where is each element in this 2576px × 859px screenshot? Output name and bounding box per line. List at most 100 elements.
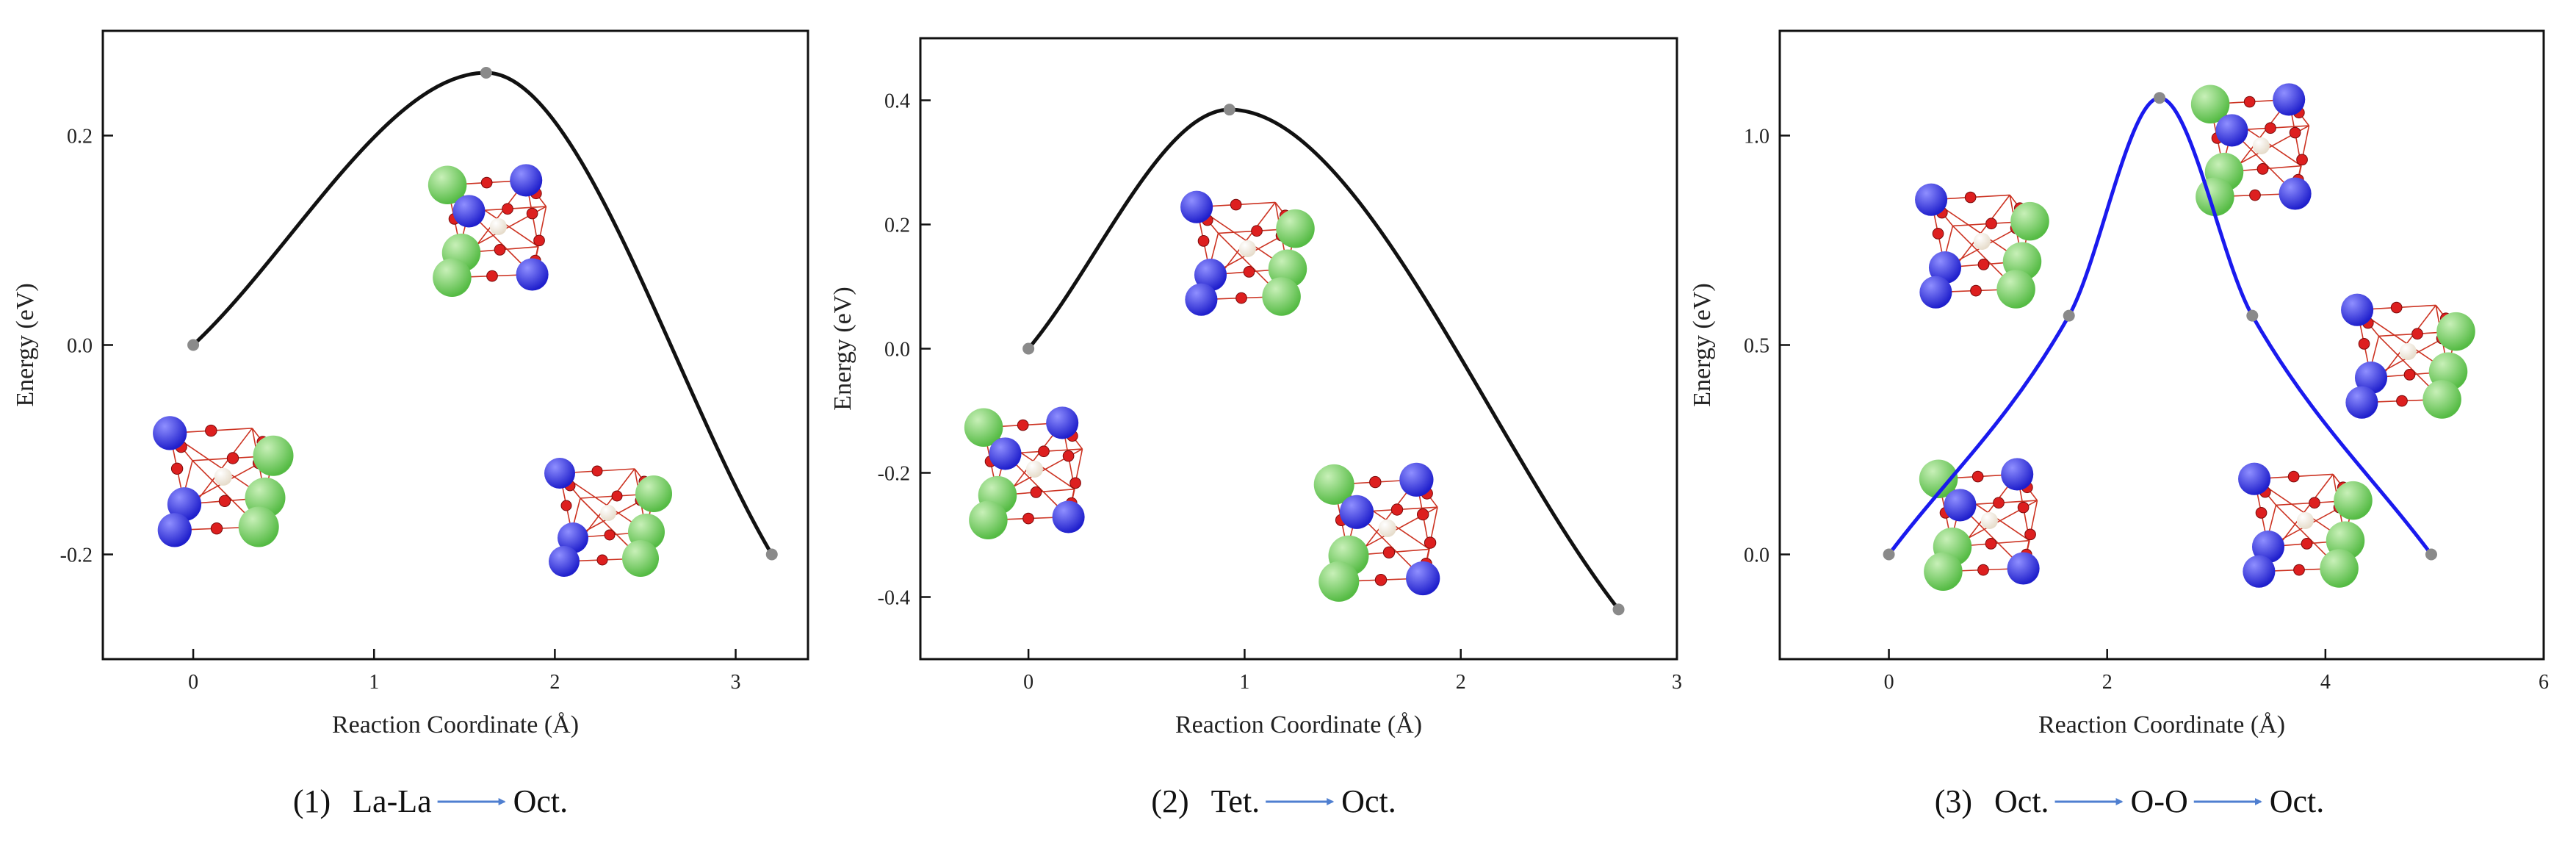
metal-atom [2007,552,2040,585]
metal-atom [2243,555,2276,588]
metal-atom [558,522,588,553]
oxygen-atom [1017,419,1029,431]
oxygen-atom [611,490,623,502]
x-tick-label: 1 [369,671,379,694]
data-point [480,67,492,79]
oxygen-atom [596,554,608,566]
oxygen-atom [1022,512,1034,525]
y-axis-label: Energy (eV) [12,283,39,406]
y-tick-label: 0.0 [1744,544,1769,567]
metal-atom [989,437,1022,470]
oxygen-atom [2358,338,2370,350]
caption-index: (1) [293,783,331,819]
y-tick-label: 0.4 [884,90,910,113]
y-tick-label: -0.4 [878,587,910,610]
hydrogen-atom [214,467,232,486]
caption-step: Tet. [1211,783,1260,819]
la-atom [2320,549,2359,588]
x-tick-label: 1 [1239,671,1249,694]
oxygen-atom [1369,475,1382,489]
metal-atom [1406,561,1440,596]
oxygen-atom [1985,218,1997,230]
data-point [765,548,778,561]
la-atom [433,258,472,297]
hydrogen-atom [1025,460,1043,478]
metal-atom [1180,190,1213,223]
oxygen-atom [226,452,239,464]
hydrogen-atom [1378,519,1396,537]
oxygen-atom [2403,369,2416,381]
metal-atom [549,546,580,577]
metal-atom [2279,177,2312,210]
x-axis-label: Reaction Coordinate (Å) [1175,711,1422,738]
y-tick-label: 0.0 [67,335,93,358]
data-point [2425,548,2437,561]
oxygen-atom [1251,225,1263,237]
la-atom [1919,459,1958,498]
metal-atom [2341,293,2374,326]
series-line [1026,107,1621,611]
caption-index: (2) [1151,783,1188,819]
y-tick-label: 0.2 [67,126,93,148]
oxygen-atom [2017,501,2030,514]
data-point [2154,92,2166,104]
hydrogen-atom [489,218,507,235]
x-tick-label: 2 [2102,671,2113,694]
y-tick-label: 0.2 [884,215,910,237]
y-axis-label: Energy (eV) [1689,283,1716,406]
x-tick-label: 3 [731,671,741,694]
caption-step: Oct. [1341,783,1396,819]
oxygen-atom [1230,198,1242,211]
la-atom [2010,201,2049,241]
oxygen-atom [2293,564,2305,576]
oxygen-atom [2255,507,2267,519]
x-tick-label: 4 [2320,671,2331,694]
oxygen-atom [2256,163,2269,175]
x-axis-label: Reaction Coordinate (Å) [332,711,579,738]
x-tick-label: 2 [549,671,560,694]
la-atom [1318,561,1360,602]
oxygen-atom [2309,497,2320,509]
data-point [187,339,200,351]
y-axis-label: Energy (eV) [829,287,856,410]
oxygen-atom [1030,486,1042,498]
caption-step: Oct. [1994,783,2049,819]
y-tick-label: 1.0 [1744,126,1769,148]
structure-insets [153,164,672,577]
oxygen-atom [2243,96,2256,108]
x-tick-label: 3 [1672,671,1682,694]
oxygen-atom [2265,122,2276,134]
oxygen-atom [1932,228,1944,240]
metal-atom [1399,462,1434,497]
oxygen-atom [2287,470,2300,483]
oxygen-atom [526,207,538,220]
y-tick-label: 0.0 [884,339,910,362]
la-atom [2190,85,2230,123]
y-tick-label: 0.5 [1744,335,1769,358]
metal-atom [1928,251,1962,284]
oxygen-atom [1424,536,1437,549]
data-point [2063,309,2075,322]
la-atom [1924,552,1963,591]
oxygen-atom [1038,445,1050,458]
metal-atom [167,487,202,522]
metal-atom [1915,183,1948,216]
metal-atom [1185,283,1218,316]
oxygen-atom [480,176,493,189]
hydrogen-atom [1973,232,1991,250]
x-tick-label: 0 [188,671,198,694]
plot-frame [1778,29,2545,661]
la-atom [1313,464,1354,505]
oxygen-atom [2396,395,2408,407]
metal-atom [2215,114,2248,147]
oxygen-atom [2024,528,2036,541]
caption-index: (3) [1935,783,1972,819]
hydrogen-atom [1980,511,1998,529]
metal-atom [452,195,486,228]
la-atom [969,500,1008,539]
structure-insets [964,190,1440,602]
caption-step: Oct. [513,783,569,819]
hydrogen-atom [2296,511,2314,529]
la-atom [253,435,294,476]
